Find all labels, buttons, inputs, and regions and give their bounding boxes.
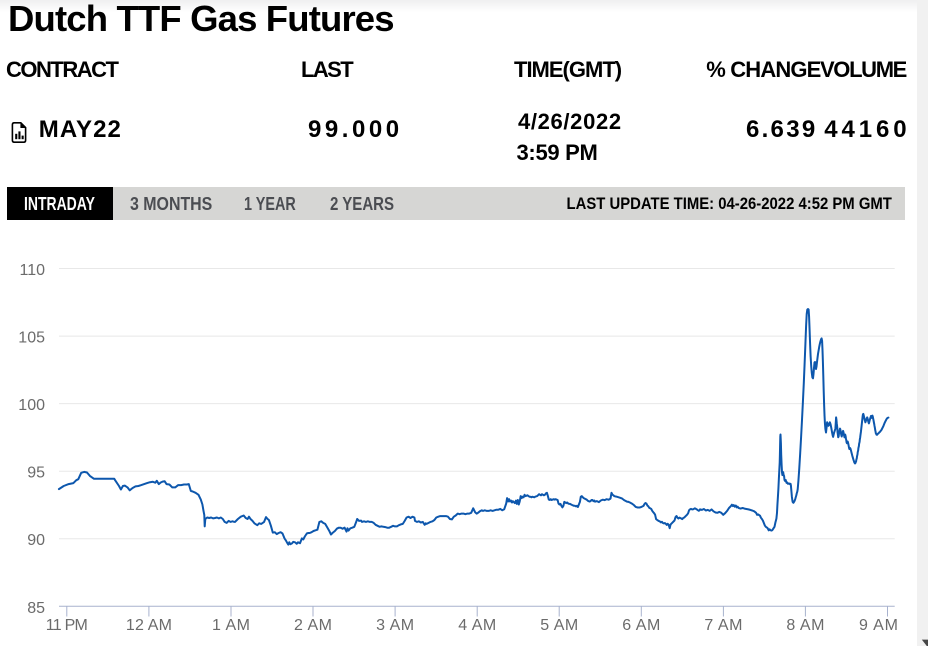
svg-text:12 AM: 12 AM bbox=[126, 617, 172, 634]
svg-text:100: 100 bbox=[18, 397, 45, 414]
svg-text:6 AM: 6 AM bbox=[622, 617, 660, 634]
svg-text:5 AM: 5 AM bbox=[540, 617, 578, 634]
svg-text:90: 90 bbox=[27, 532, 45, 549]
svg-text:11 PM: 11 PM bbox=[46, 617, 88, 634]
svg-text:7 AM: 7 AM bbox=[704, 617, 742, 634]
svg-text:105: 105 bbox=[18, 330, 45, 347]
svg-text:8 AM: 8 AM bbox=[786, 617, 824, 634]
svg-text:95: 95 bbox=[27, 465, 45, 482]
svg-text:2 AM: 2 AM bbox=[294, 617, 332, 634]
svg-text:3 AM: 3 AM bbox=[376, 617, 414, 634]
svg-text:85: 85 bbox=[27, 600, 45, 617]
svg-text:1 AM: 1 AM bbox=[212, 617, 250, 634]
svg-text:110: 110 bbox=[19, 262, 45, 279]
svg-text:9 AM: 9 AM bbox=[859, 617, 898, 634]
svg-text:4 AM: 4 AM bbox=[458, 617, 496, 634]
